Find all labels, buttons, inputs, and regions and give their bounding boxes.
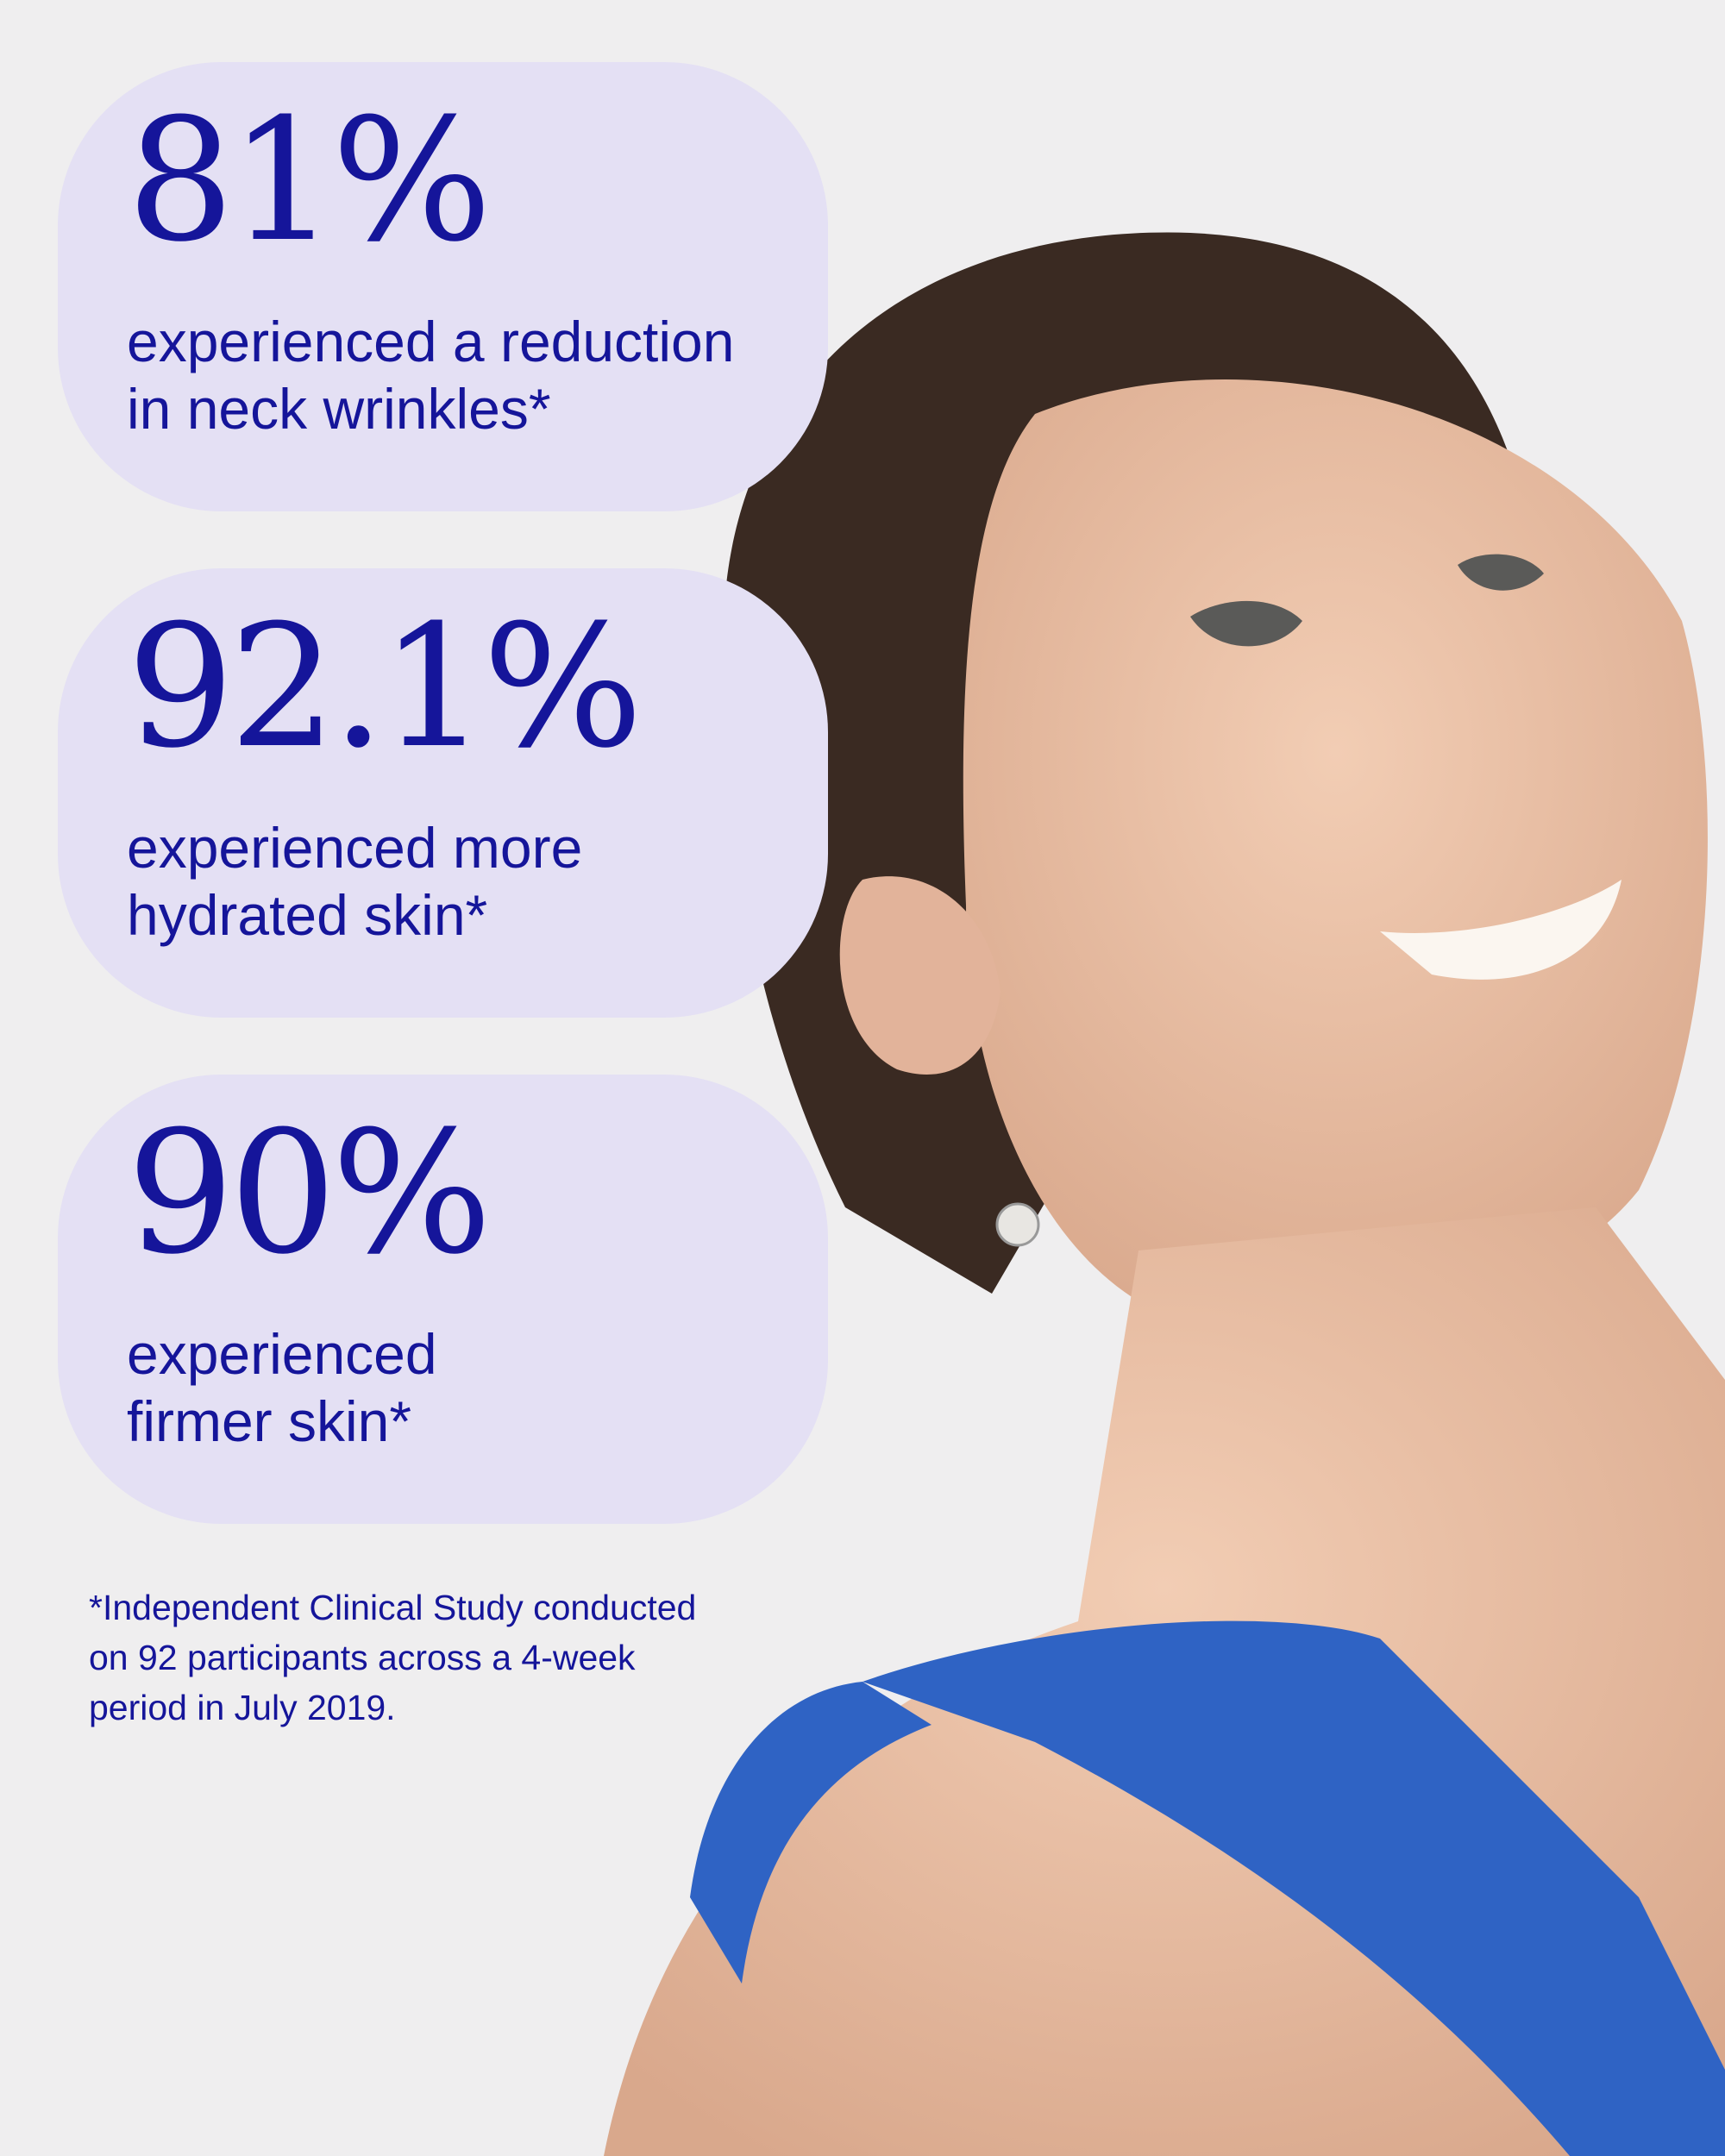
footnote: *Independent Clinical Study conducted on …: [89, 1583, 696, 1733]
footnote-line: *Independent Clinical Study conducted: [89, 1588, 697, 1627]
stat-card: 81% experienced a reduction in neck wrinkl…: [58, 62, 828, 511]
description-line: in neck wrinkles*: [127, 377, 551, 441]
description-line: experienced: [127, 1322, 437, 1386]
stat-description: experienced more hydrated skin*: [127, 814, 582, 949]
description-line: experienced more: [127, 816, 583, 880]
description-line: experienced a reduction: [127, 310, 735, 373]
footnote-line: on 92 participants across a 4-week: [89, 1638, 636, 1677]
stat-value: 81%: [127, 83, 492, 279]
stat-description: experienced firmer skin*: [127, 1320, 437, 1455]
stat-value: 90%: [127, 1095, 492, 1292]
footnote-line: period in July 2019.: [89, 1688, 396, 1727]
description-line: firmer skin*: [127, 1389, 412, 1453]
stat-description: experienced a reduction in neck wrinkles*: [127, 308, 734, 442]
stat-card: 90% experienced firmer skin*: [58, 1075, 828, 1524]
stat-value: 92.1%: [127, 589, 643, 786]
description-line: hydrated skin*: [127, 883, 488, 947]
stat-card: 92.1% experienced more hydrated skin*: [58, 568, 828, 1018]
